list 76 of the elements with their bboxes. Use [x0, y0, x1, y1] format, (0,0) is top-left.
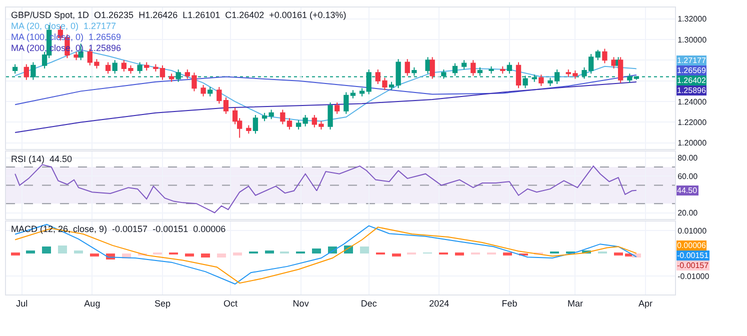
line-series: [14, 164, 637, 214]
candlestick: [452, 62, 458, 76]
candlestick: [200, 84, 206, 97]
x-tick-label: Dec: [360, 298, 378, 308]
candlestick: [105, 62, 111, 74]
candlestick: [302, 114, 308, 127]
candlestick: [24, 64, 29, 80]
bar: [265, 250, 274, 254]
y-tick-label: 0.01000: [678, 226, 708, 236]
candlestick: [430, 56, 435, 80]
bar: [201, 253, 210, 258]
text: 1.26402: [677, 76, 706, 85]
text: -0.00157: [677, 261, 710, 270]
candlestick: [334, 102, 340, 114]
bar: [185, 253, 194, 256]
candlestick: [208, 86, 213, 97]
y-tick-label: 60.00: [678, 172, 698, 181]
candlestick: [602, 48, 608, 64]
text: 44.50: [677, 186, 698, 195]
bar: [11, 252, 20, 256]
y-tick-label: 1.20000: [678, 138, 708, 148]
x-tick-label: 2024: [429, 298, 450, 308]
candlestick: [328, 102, 333, 130]
x-tick-label: Jul: [16, 298, 28, 308]
x-tick-label: Sep: [154, 298, 170, 308]
y-tick-label: -0.01000: [678, 272, 710, 282]
candlestick: [425, 56, 430, 74]
y-tick-label: 1.30000: [678, 35, 708, 44]
text: 1.27177: [677, 56, 706, 65]
text: 1.25896: [677, 86, 706, 95]
candlestick: [462, 60, 467, 70]
candlestick: [404, 58, 410, 76]
bar: [42, 246, 51, 254]
bar: [233, 252, 242, 256]
bar: [455, 252, 464, 256]
line-series: [14, 74, 637, 106]
y-tick-label: 20.00: [678, 208, 698, 218]
x-tick-label: Nov: [292, 298, 310, 308]
chart-title: RSI (14) 44.50: [11, 154, 72, 164]
bar: [614, 252, 623, 256]
candlestick: [252, 114, 258, 134]
candlestick: [611, 56, 616, 69]
y-tick-label: 1.32000: [678, 14, 708, 24]
text: -0.00151: [677, 251, 710, 260]
y-tick-label: 1.22000: [678, 118, 708, 127]
x-tick-label: Apr: [638, 298, 653, 308]
bar: [74, 250, 83, 254]
candlestick: [137, 62, 142, 74]
y-tick-label: 1.24000: [678, 97, 708, 106]
candlestick: [296, 120, 302, 130]
text: MA (20, close, 0) 1.27177: [11, 21, 116, 31]
x-tick-label: Mar: [567, 298, 583, 308]
text: 1.26569: [677, 66, 706, 75]
bar: [360, 246, 369, 254]
x-tick-label: Feb: [502, 298, 518, 308]
candlestick: [12, 64, 18, 74]
candlestick: [516, 62, 522, 89]
candlestick: [470, 60, 476, 76]
bar: [217, 253, 226, 258]
y-tick-label: 80.00: [678, 154, 698, 163]
candlestick: [538, 74, 544, 87]
text: 0.00006: [677, 241, 706, 250]
candlestick: [595, 49, 600, 61]
bar: [503, 252, 512, 256]
line-series: [14, 81, 637, 134]
bar: [58, 245, 67, 254]
candlestick: [268, 109, 274, 120]
bar: [26, 250, 35, 254]
chart-title: GBP/USD Spot, 1D O1.26235 H1.26426 L1.26101 C1.26402 +0.00161 (+0.13%): [11, 10, 346, 20]
bar: [90, 253, 99, 256]
bar: [392, 253, 401, 256]
bar: [312, 248, 321, 254]
x-tick-label: Aug: [84, 298, 100, 308]
candlestick: [112, 60, 118, 74]
x-tick-label: Oct: [224, 298, 238, 308]
candlestick: [506, 62, 512, 74]
